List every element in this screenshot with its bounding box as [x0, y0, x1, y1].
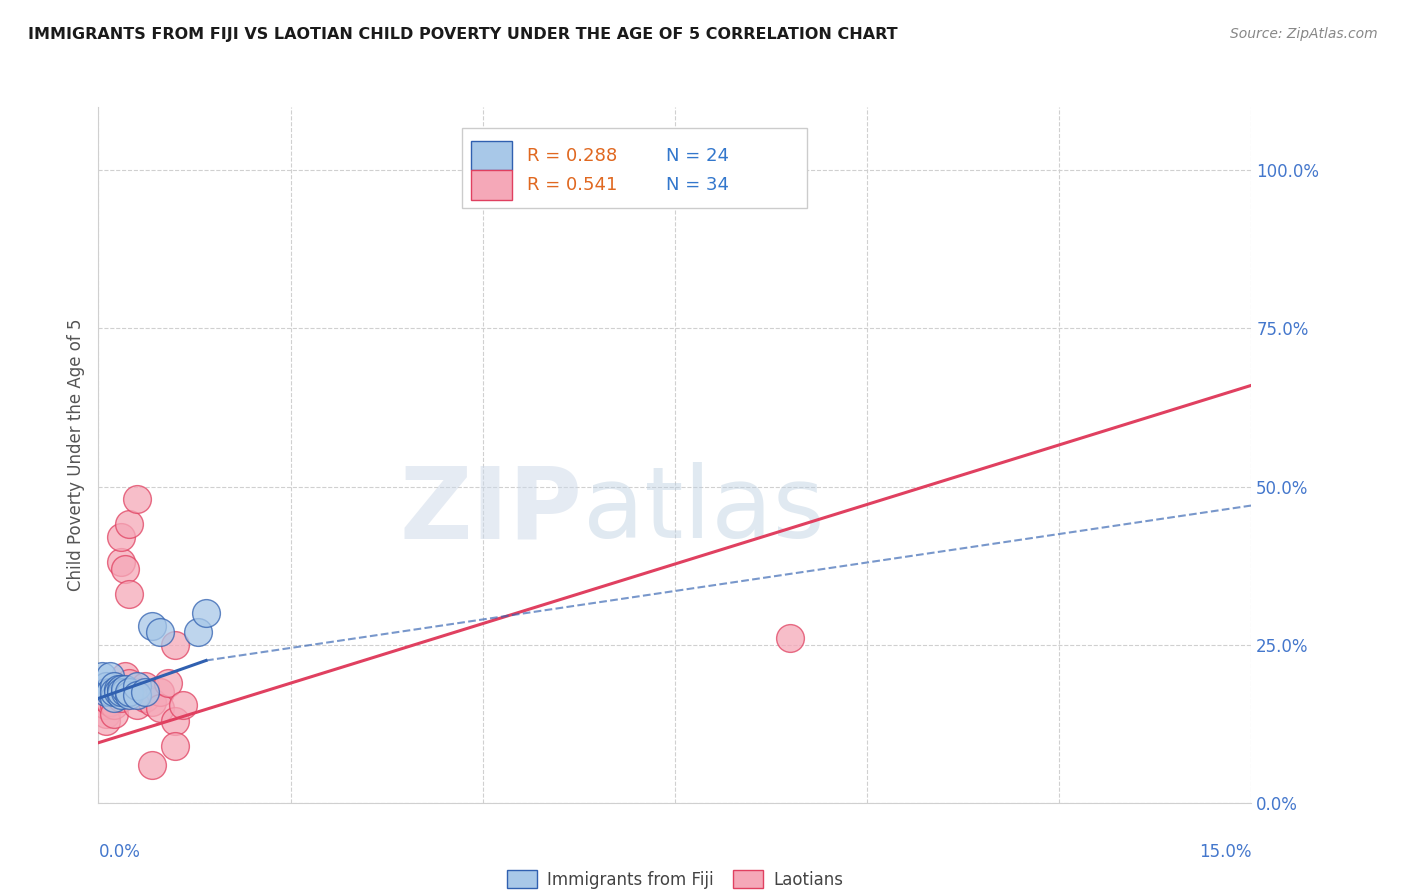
Point — [98, 669, 121, 683]
Point — [91, 685, 114, 699]
Point — [141, 618, 163, 632]
Point — [125, 679, 148, 693]
Point — [94, 698, 117, 712]
Point — [114, 669, 136, 683]
Point — [195, 606, 218, 620]
Point — [118, 675, 141, 690]
Point — [165, 714, 187, 728]
Point — [165, 739, 187, 753]
Text: ZIP: ZIP — [399, 462, 582, 559]
Point — [779, 632, 801, 646]
Point — [118, 587, 141, 601]
Point — [110, 681, 132, 696]
FancyBboxPatch shape — [461, 128, 807, 208]
Point — [165, 638, 187, 652]
Point — [103, 707, 125, 722]
Text: 15.0%: 15.0% — [1199, 843, 1251, 861]
Point — [103, 691, 125, 706]
Point — [94, 707, 117, 722]
Point — [98, 685, 121, 699]
Point — [103, 685, 125, 699]
Point — [187, 625, 209, 640]
Point — [107, 681, 129, 696]
Point — [103, 698, 125, 712]
Point — [118, 685, 141, 699]
Point — [94, 685, 117, 699]
Point — [98, 695, 121, 709]
Point — [103, 679, 125, 693]
Point — [110, 691, 132, 706]
Point — [134, 685, 156, 699]
Point — [107, 685, 129, 699]
Point — [107, 685, 129, 699]
Point — [156, 675, 179, 690]
Point — [125, 688, 148, 702]
Point — [141, 757, 163, 772]
Text: R = 0.288: R = 0.288 — [527, 147, 617, 165]
Point — [149, 701, 172, 715]
Text: R = 0.541: R = 0.541 — [527, 176, 617, 194]
Point — [91, 669, 114, 683]
Point — [125, 492, 148, 507]
Point — [114, 685, 136, 699]
Text: IMMIGRANTS FROM FIJI VS LAOTIAN CHILD POVERTY UNDER THE AGE OF 5 CORRELATION CHA: IMMIGRANTS FROM FIJI VS LAOTIAN CHILD PO… — [28, 27, 898, 42]
Y-axis label: Child Poverty Under the Age of 5: Child Poverty Under the Age of 5 — [67, 318, 86, 591]
Point — [134, 691, 156, 706]
Point — [114, 681, 136, 696]
Point — [149, 685, 172, 699]
Point — [125, 685, 148, 699]
Point — [118, 517, 141, 532]
Text: 0.0%: 0.0% — [98, 843, 141, 861]
Text: atlas: atlas — [582, 462, 824, 559]
Point — [141, 695, 163, 709]
FancyBboxPatch shape — [471, 170, 512, 200]
Point — [172, 698, 194, 712]
Point — [134, 679, 156, 693]
Text: Source: ZipAtlas.com: Source: ZipAtlas.com — [1230, 27, 1378, 41]
Point — [110, 688, 132, 702]
Point — [98, 685, 121, 699]
Point — [118, 688, 141, 702]
Point — [149, 625, 172, 640]
Point — [664, 163, 686, 178]
Text: N = 34: N = 34 — [665, 176, 728, 194]
Legend: Immigrants from Fiji, Laotians: Immigrants from Fiji, Laotians — [501, 863, 849, 892]
Point — [94, 679, 117, 693]
Point — [94, 714, 117, 728]
Point — [103, 679, 125, 693]
Text: N = 24: N = 24 — [665, 147, 728, 165]
Point — [114, 562, 136, 576]
Point — [110, 685, 132, 699]
Point — [110, 530, 132, 544]
FancyBboxPatch shape — [471, 141, 512, 170]
Point — [110, 556, 132, 570]
Point — [125, 698, 148, 712]
